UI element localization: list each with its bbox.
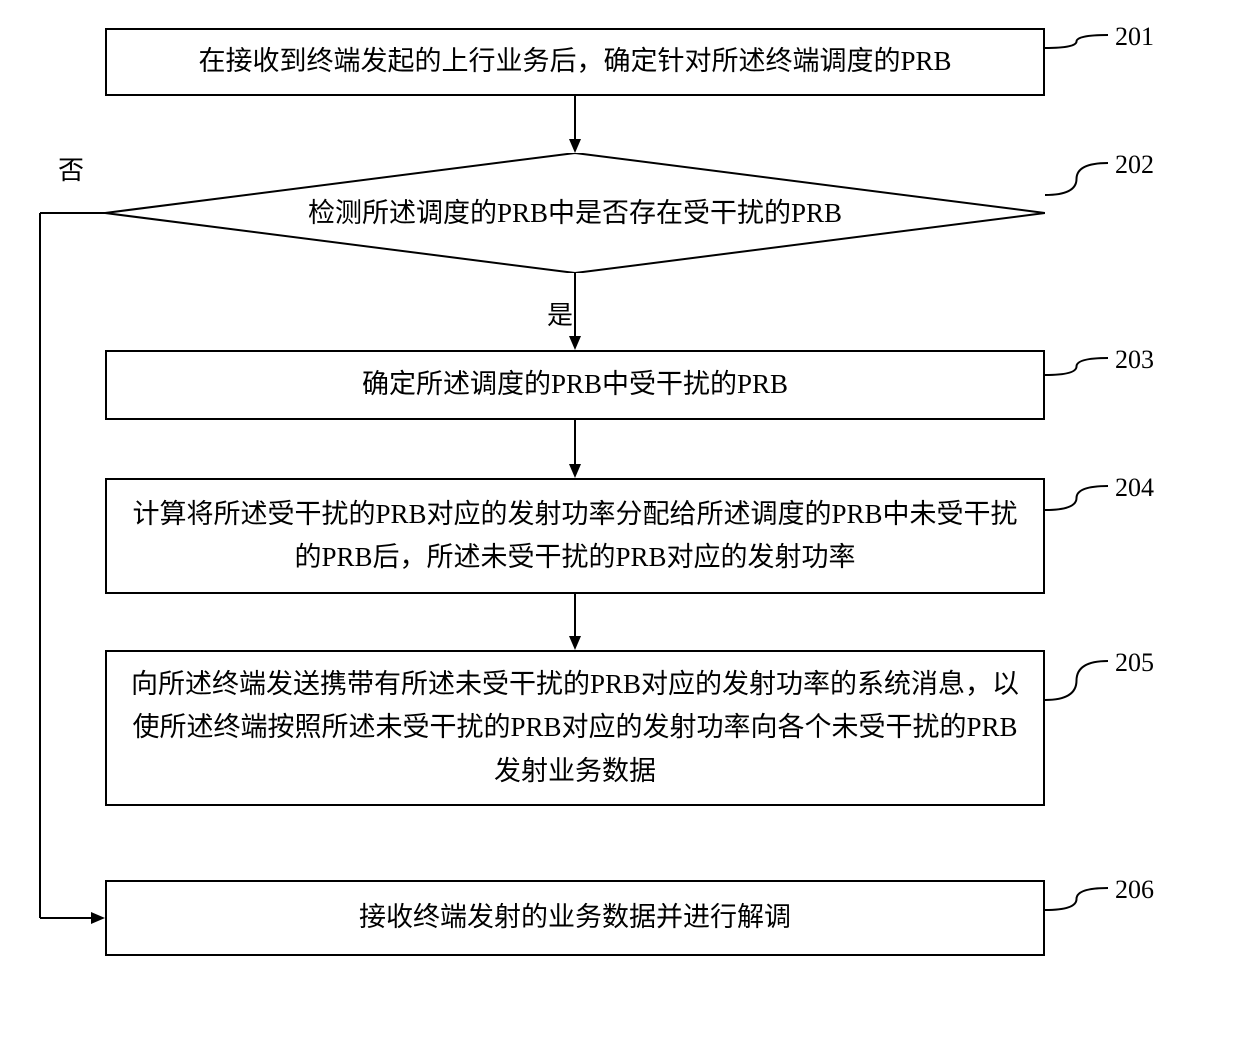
step-206-label: 206 xyxy=(1115,875,1154,905)
step-203-text: 确定所述调度的PRB中受干扰的PRB xyxy=(362,363,788,406)
step-206-text: 接收终端发射的业务数据并进行解调 xyxy=(359,896,791,939)
step-203-box: 确定所述调度的PRB中受干扰的PRB xyxy=(105,350,1045,420)
step-203-label: 203 xyxy=(1115,345,1154,375)
step-202-text: 检测所述调度的PRB中是否存在受干扰的PRB xyxy=(308,193,842,234)
branch-no-label: 否 xyxy=(58,150,84,187)
step-206-box: 接收终端发射的业务数据并进行解调 xyxy=(105,880,1045,956)
step-205-label: 205 xyxy=(1115,648,1154,678)
step-201-text: 在接收到终端发起的上行业务后，确定针对所述终端调度的PRB xyxy=(198,40,951,83)
flowchart-canvas: 在接收到终端发起的上行业务后，确定针对所述终端调度的PRB 确定所述调度的PRB… xyxy=(0,0,1240,1040)
step-204-text: 计算将所述受干扰的PRB对应的发射功率分配给所述调度的PRB中未受干扰的PRB后… xyxy=(127,493,1023,579)
step-204-box: 计算将所述受干扰的PRB对应的发射功率分配给所述调度的PRB中未受干扰的PRB后… xyxy=(105,478,1045,594)
step-202-decision: 检测所述调度的PRB中是否存在受干扰的PRB xyxy=(105,153,1045,273)
step-201-label: 201 xyxy=(1115,22,1154,52)
step-205-text: 向所述终端发送携带有所述未受干扰的PRB对应的发射功率的系统消息，以使所述终端按… xyxy=(127,663,1023,793)
branch-yes-label: 是 xyxy=(547,295,573,332)
step-202-label: 202 xyxy=(1115,150,1154,180)
step-201-box: 在接收到终端发起的上行业务后，确定针对所述终端调度的PRB xyxy=(105,28,1045,96)
step-204-label: 204 xyxy=(1115,473,1154,503)
step-205-box: 向所述终端发送携带有所述未受干扰的PRB对应的发射功率的系统消息，以使所述终端按… xyxy=(105,650,1045,806)
